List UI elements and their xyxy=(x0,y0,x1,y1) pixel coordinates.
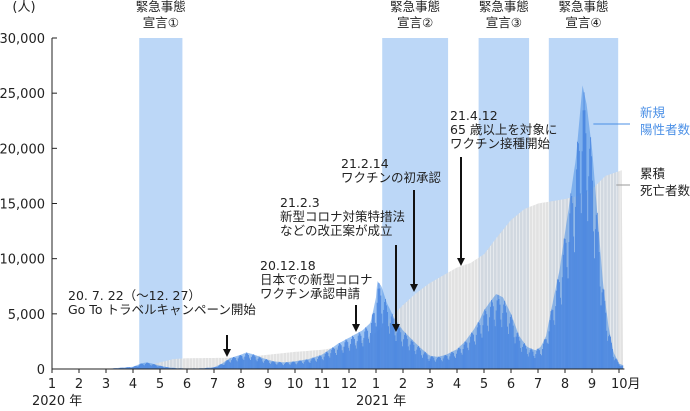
emergency-label-2-line2: 宣言② xyxy=(397,15,433,30)
x-tick-label: 5 xyxy=(480,377,488,392)
y-tick-label: 10,000 xyxy=(0,253,45,268)
y-tick-label: 20,000 xyxy=(0,142,45,157)
annotation-3-arrow-head xyxy=(392,324,400,332)
x-tick-label: 1 xyxy=(372,377,380,392)
year-label-1: 2020 年 xyxy=(32,394,82,407)
x-tick-label: 8 xyxy=(237,377,245,392)
emergency-label-1-line2: 宣言① xyxy=(143,15,179,30)
legend-new-cases-line2: 陽性者数 xyxy=(640,122,690,137)
x-tick-label: 2 xyxy=(75,377,83,392)
x-tick-label: 1 xyxy=(48,377,56,392)
x-tick-label: 10 xyxy=(287,377,304,392)
emergency-label-4-line2: 宣言④ xyxy=(565,15,601,30)
x-tick-label: 7 xyxy=(534,377,542,392)
annotation-2-line3: ワクチン承認申請 xyxy=(260,286,360,301)
x-tick-label: 2 xyxy=(399,377,407,392)
x-tick-label: 5 xyxy=(156,377,164,392)
emergency-band-1 xyxy=(139,38,183,369)
legend-deaths-line2: 死亡者数 xyxy=(640,183,690,198)
annotation-3-line1: 21.2.3 xyxy=(280,195,320,210)
series-cumulative-deaths-area xyxy=(52,170,624,369)
annotation-2-line1: 20.12.18 xyxy=(260,258,316,273)
x-tick-label: 12 xyxy=(341,377,358,392)
x-tick-label: 4 xyxy=(129,377,137,392)
annotation-4-line1: 21.2.14 xyxy=(341,156,389,171)
x-tick-label: 4 xyxy=(453,377,461,392)
x-tick-label: 3 xyxy=(102,377,110,392)
x-tick-label: 11 xyxy=(314,377,331,392)
x-tick-label: 3 xyxy=(426,377,434,392)
legend-new-cases-line1: 新規 xyxy=(640,105,666,120)
x-tick-label: 9 xyxy=(264,377,272,392)
emergency-label-2-line1: 緊急事態 xyxy=(390,0,440,14)
emergency-label-3-line1: 緊急事態 xyxy=(479,0,529,14)
y-tick-label: 5,000 xyxy=(8,308,45,323)
y-tick-label: 25,000 xyxy=(0,87,45,102)
annotation-5-line1: 21.4.12 xyxy=(450,108,498,123)
annotation-1-line2: Go To トラベルキャンペーン開始 xyxy=(68,302,256,317)
annotation-5-arrow-head xyxy=(457,258,465,266)
x-tick-label: 10月 xyxy=(611,377,641,392)
emergency-label-4-line1: 緊急事態 xyxy=(558,0,608,14)
annotation-5-line2: 65 歳以上を対象に xyxy=(450,122,557,137)
annotation-4-line2: ワクチンの初承認 xyxy=(341,170,442,185)
x-tick-label: 9 xyxy=(588,377,596,392)
emergency-label-1-line1: 緊急事態 xyxy=(136,0,186,14)
y-unit-label: (人) xyxy=(12,0,35,15)
annotation-2-line2: 日本での新型コロナ xyxy=(260,272,373,287)
y-tick-label: 0 xyxy=(37,363,45,378)
annotation-3-line3: などの改正案が成立 xyxy=(280,223,393,238)
annotation-3-line2: 新型コロナ対策特措法 xyxy=(280,209,405,224)
x-tick-label: 6 xyxy=(507,377,515,392)
year-label-2: 2021 年 xyxy=(356,394,406,407)
annotation-2-arrow-head xyxy=(352,324,360,332)
x-tick-label: 6 xyxy=(183,377,191,392)
annotation-1-arrow-head xyxy=(223,349,231,357)
annotation-5-line3: ワクチン接種開始 xyxy=(450,136,551,151)
y-tick-label: 15,000 xyxy=(0,198,45,213)
y-tick-label: 30,000 xyxy=(0,32,45,47)
x-tick-label: 8 xyxy=(561,377,569,392)
legend-deaths-line1: 累積 xyxy=(640,166,666,181)
annotation-1-line1: 20. 7. 22（〜12. 27） xyxy=(68,288,201,303)
annotation-4-arrow-head xyxy=(410,284,418,292)
emergency-label-3-line2: 宣言③ xyxy=(486,15,522,30)
x-tick-label: 7 xyxy=(210,377,218,392)
